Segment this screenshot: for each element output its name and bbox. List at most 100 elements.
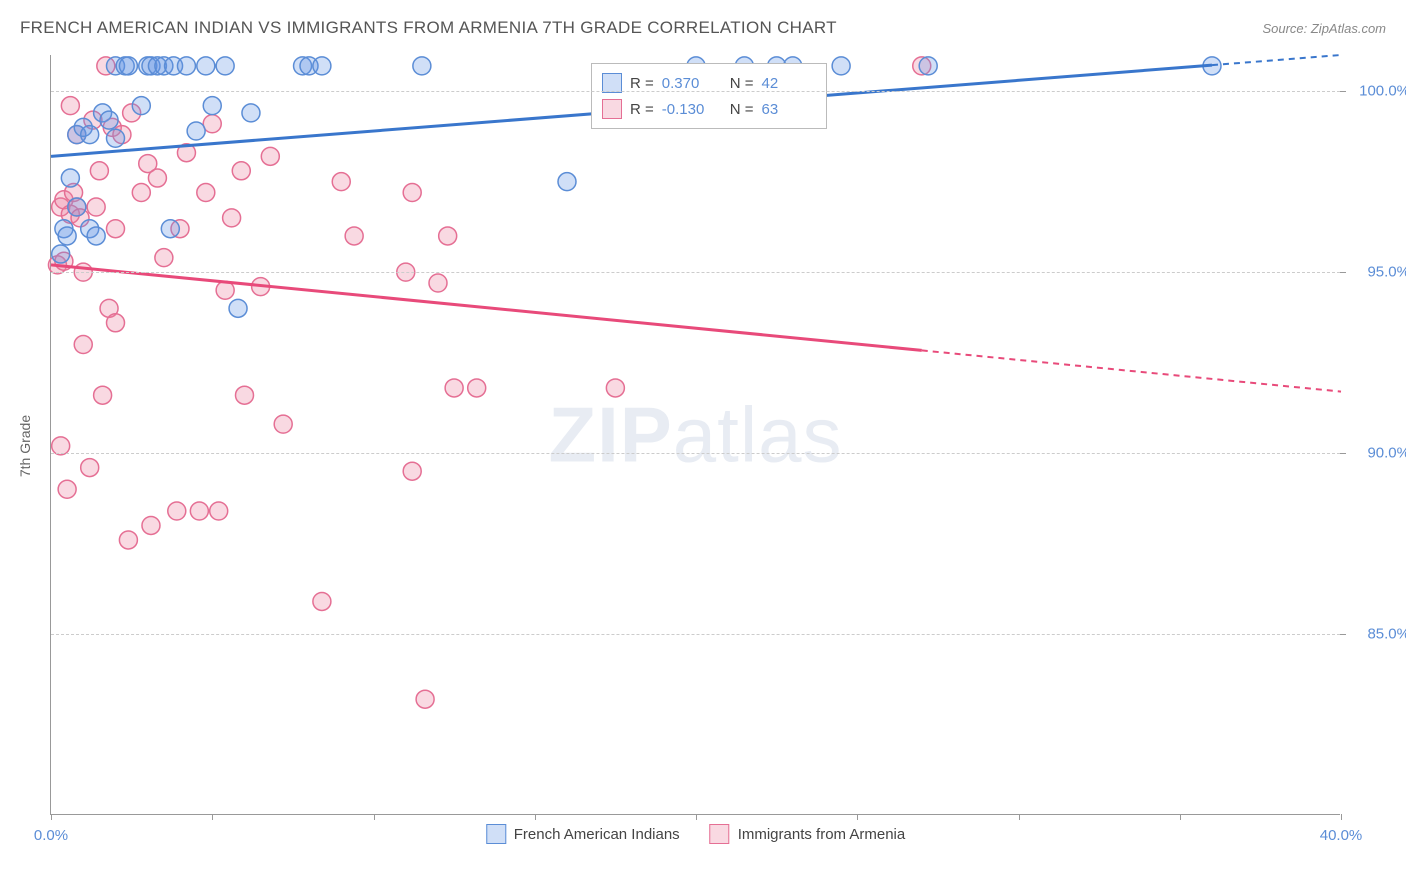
scatter-point bbox=[919, 57, 937, 75]
scatter-point bbox=[190, 502, 208, 520]
legend-n-label: N = bbox=[730, 75, 754, 92]
x-tick-mark bbox=[1180, 814, 1181, 820]
scatter-point bbox=[142, 516, 160, 534]
x-tick-mark bbox=[535, 814, 536, 820]
scatter-point bbox=[197, 57, 215, 75]
legend-n-label: N = bbox=[730, 101, 754, 118]
scatter-point bbox=[100, 111, 118, 129]
x-tick-mark bbox=[857, 814, 858, 820]
x-tick-mark bbox=[212, 814, 213, 820]
y-tick-mark bbox=[1340, 91, 1346, 92]
scatter-point bbox=[119, 531, 137, 549]
scatter-point bbox=[177, 57, 195, 75]
gridline bbox=[51, 453, 1340, 454]
scatter-point bbox=[210, 502, 228, 520]
scatter-point bbox=[445, 379, 463, 397]
y-tick-mark bbox=[1340, 453, 1346, 454]
scatter-point bbox=[439, 227, 457, 245]
legend-row: R =-0.130N =63 bbox=[602, 96, 812, 122]
scatter-point bbox=[416, 690, 434, 708]
x-tick-label: 40.0% bbox=[1320, 827, 1363, 844]
scatter-point bbox=[52, 245, 70, 263]
scatter-point bbox=[236, 386, 254, 404]
scatter-point bbox=[403, 184, 421, 202]
scatter-point bbox=[132, 184, 150, 202]
scatter-point bbox=[313, 57, 331, 75]
legend-swatch bbox=[602, 99, 622, 119]
gridline bbox=[51, 634, 1340, 635]
legend-r-value: 0.370 bbox=[662, 75, 722, 92]
scatter-point bbox=[81, 459, 99, 477]
plot-area: ZIPatlas R =0.370N =42R =-0.130N =63 Fre… bbox=[50, 55, 1340, 815]
scatter-point bbox=[429, 274, 447, 292]
scatter-point bbox=[313, 592, 331, 610]
x-tick-mark bbox=[374, 814, 375, 820]
gridline bbox=[51, 91, 1340, 92]
legend-n-value: 42 bbox=[762, 75, 812, 92]
y-axis-label: 7th Grade bbox=[17, 415, 33, 477]
trend-line bbox=[51, 265, 922, 351]
y-tick-mark bbox=[1340, 634, 1346, 635]
scatter-point bbox=[61, 169, 79, 187]
scatter-point bbox=[61, 97, 79, 115]
scatter-point bbox=[81, 126, 99, 144]
legend-n-value: 63 bbox=[762, 101, 812, 118]
legend-swatch bbox=[486, 824, 506, 844]
x-tick-mark bbox=[696, 814, 697, 820]
trend-line-dashed bbox=[922, 350, 1341, 391]
legend-r-label: R = bbox=[630, 75, 654, 92]
correlation-legend: R =0.370N =42R =-0.130N =63 bbox=[591, 63, 827, 129]
chart-title: FRENCH AMERICAN INDIAN VS IMMIGRANTS FRO… bbox=[20, 18, 837, 38]
scatter-point bbox=[232, 162, 250, 180]
scatter-point bbox=[223, 209, 241, 227]
scatter-point bbox=[197, 184, 215, 202]
y-tick-label: 85.0% bbox=[1355, 626, 1406, 643]
scatter-point bbox=[148, 169, 166, 187]
legend-swatch bbox=[710, 824, 730, 844]
x-tick-label: 0.0% bbox=[34, 827, 68, 844]
source-label: Source: ZipAtlas.com bbox=[1262, 21, 1386, 36]
scatter-point bbox=[161, 220, 179, 238]
scatter-point bbox=[187, 122, 205, 140]
scatter-point bbox=[345, 227, 363, 245]
scatter-point bbox=[606, 379, 624, 397]
y-tick-label: 90.0% bbox=[1355, 445, 1406, 462]
x-tick-mark bbox=[1019, 814, 1020, 820]
scatter-point bbox=[332, 173, 350, 191]
scatter-point bbox=[87, 227, 105, 245]
scatter-point bbox=[274, 415, 292, 433]
scatter-point bbox=[468, 379, 486, 397]
scatter-point bbox=[58, 227, 76, 245]
series-legend: French American Indians Immigrants from A… bbox=[486, 824, 905, 844]
scatter-point bbox=[90, 162, 108, 180]
legend-swatch bbox=[602, 73, 622, 93]
trend-line-dashed bbox=[1212, 55, 1341, 65]
x-tick-mark bbox=[51, 814, 52, 820]
series-legend-item: French American Indians bbox=[486, 824, 680, 844]
scatter-point bbox=[203, 97, 221, 115]
series-legend-label: Immigrants from Armenia bbox=[738, 826, 906, 843]
scatter-point bbox=[242, 104, 260, 122]
series-legend-label: French American Indians bbox=[514, 826, 680, 843]
gridline bbox=[51, 272, 1340, 273]
y-tick-label: 100.0% bbox=[1355, 83, 1406, 100]
x-tick-mark bbox=[1341, 814, 1342, 820]
scatter-point bbox=[229, 299, 247, 317]
scatter-point bbox=[832, 57, 850, 75]
chart-svg bbox=[51, 55, 1340, 814]
scatter-point bbox=[203, 115, 221, 133]
title-bar: FRENCH AMERICAN INDIAN VS IMMIGRANTS FRO… bbox=[20, 18, 1386, 38]
scatter-point bbox=[107, 129, 125, 147]
scatter-point bbox=[87, 198, 105, 216]
legend-r-value: -0.130 bbox=[662, 101, 722, 118]
scatter-point bbox=[413, 57, 431, 75]
scatter-point bbox=[58, 480, 76, 498]
scatter-point bbox=[68, 198, 86, 216]
scatter-point bbox=[403, 462, 421, 480]
scatter-point bbox=[132, 97, 150, 115]
y-tick-mark bbox=[1340, 272, 1346, 273]
scatter-point bbox=[119, 57, 137, 75]
y-tick-label: 95.0% bbox=[1355, 264, 1406, 281]
scatter-point bbox=[74, 336, 92, 354]
scatter-point bbox=[107, 220, 125, 238]
